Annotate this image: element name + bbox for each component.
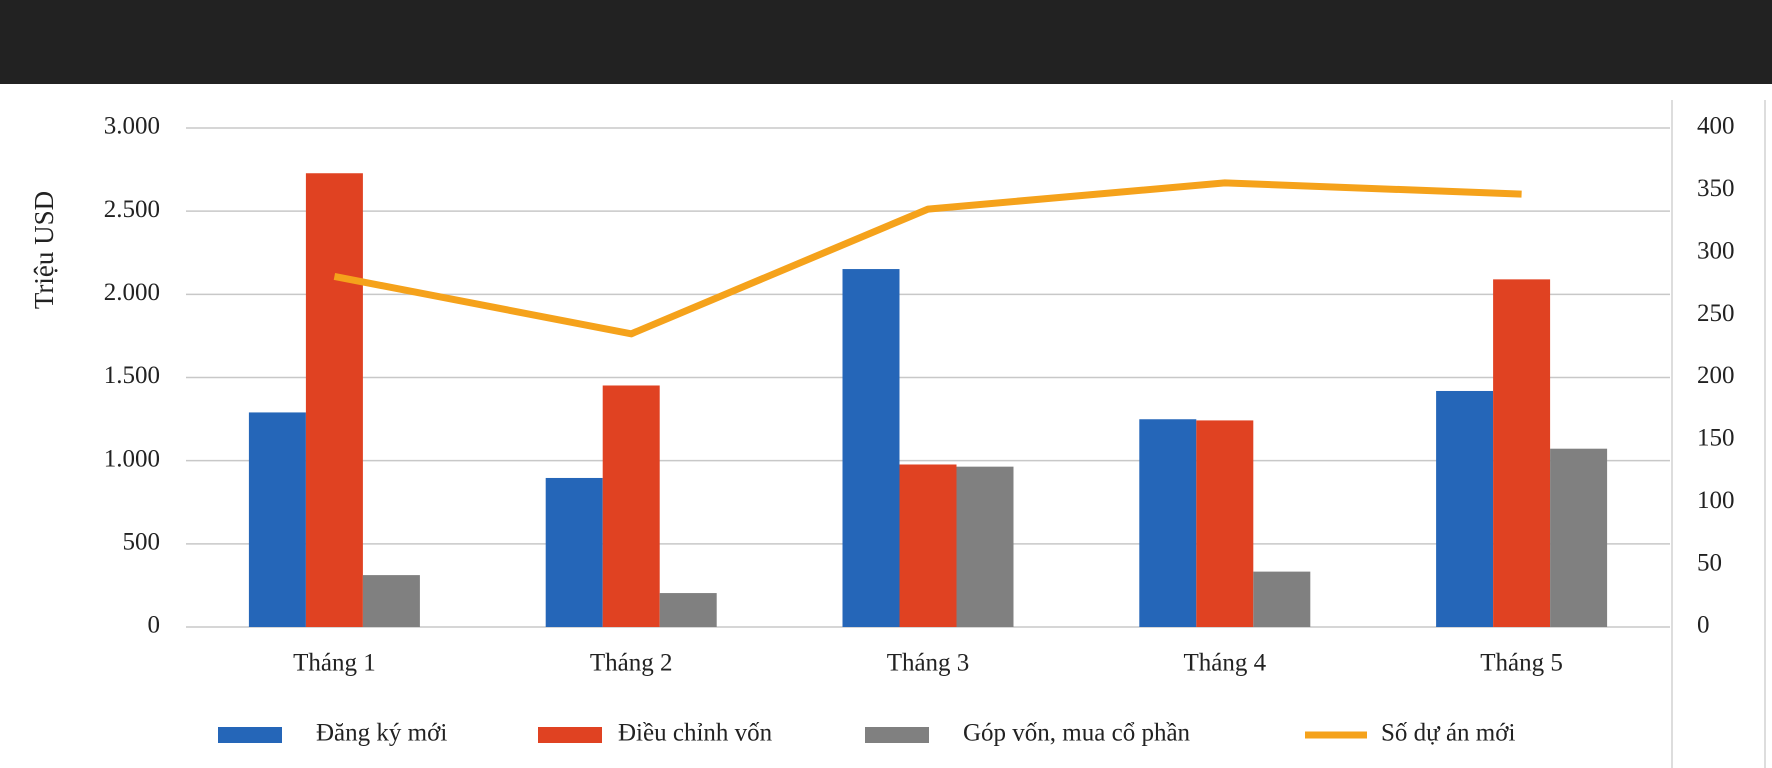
bar (602, 385, 660, 627)
bar (956, 466, 1014, 627)
y2-tick-label: 50 (1697, 549, 1722, 576)
legend-swatch (538, 727, 602, 743)
bar (362, 575, 420, 627)
y-axis-label: Triệu USD (29, 191, 59, 309)
y2-tick-label: 0 (1697, 612, 1710, 639)
bar (248, 412, 306, 627)
y2-tick-label: 200 (1697, 362, 1735, 389)
x-tick-label: Tháng 3 (887, 650, 970, 677)
y-tick-label: 3.000 (104, 113, 160, 140)
x-tick-label: Tháng 1 (293, 650, 376, 677)
y-tick-label: 2.000 (104, 279, 160, 306)
y-tick-label: 2.500 (104, 196, 160, 223)
bar (659, 593, 717, 627)
bar (899, 464, 957, 627)
y-tick-label: 1.000 (104, 445, 160, 472)
x-tick-label: Tháng 2 (590, 650, 673, 677)
y2-tick-label: 150 (1697, 425, 1735, 452)
line-series (333, 179, 1522, 338)
bar (1253, 571, 1311, 627)
bar (1436, 390, 1494, 627)
legend-swatch (865, 727, 929, 743)
bar (545, 477, 603, 627)
legend-label: Đăng ký mới (316, 720, 447, 747)
y2-tick-label: 350 (1697, 175, 1735, 202)
y2-tick-label: 300 (1697, 237, 1735, 264)
y-tick-label: 1.500 (104, 362, 160, 389)
legend-swatch (218, 727, 282, 743)
y2-tick-label: 100 (1697, 487, 1735, 514)
bar (305, 173, 363, 627)
bar (1493, 279, 1551, 627)
legend-label: Số dự án mới (1381, 720, 1515, 747)
bar (1550, 448, 1608, 627)
top-bar (0, 0, 1772, 84)
bar (1139, 419, 1197, 627)
legend-label: Điều chỉnh vốn (618, 720, 773, 747)
y-tick-label: 500 (123, 529, 161, 556)
x-tick-label: Tháng 5 (1480, 650, 1563, 677)
y-tick-label: 0 (148, 612, 161, 639)
y2-tick-label: 250 (1697, 300, 1735, 327)
legend-label: Góp vốn, mua cổ phần (963, 720, 1191, 747)
y2-tick-label: 400 (1697, 113, 1735, 140)
bar (842, 269, 900, 627)
x-tick-label: Tháng 4 (1183, 650, 1266, 677)
bar (1196, 420, 1254, 627)
